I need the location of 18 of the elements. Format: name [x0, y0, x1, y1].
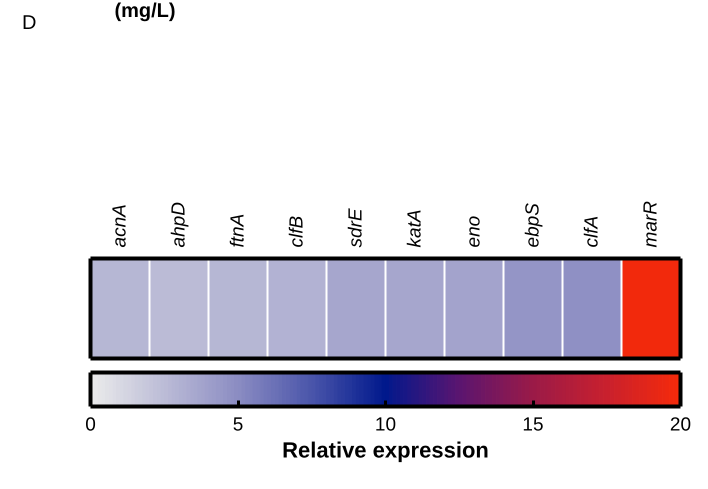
color-bar-label: 5 — [232, 414, 244, 436]
x-tick-label: acnA — [110, 204, 130, 248]
x-tick-label: marR — [640, 200, 662, 248]
x-tick-label: ftnA — [228, 214, 248, 248]
color-bar-label: 10 — [374, 414, 396, 436]
color-bar-label: 20 — [670, 414, 692, 436]
x-tick-label: ebpS — [522, 202, 544, 248]
text: (mg/L) — [114, 0, 176, 22]
color-bar-label: 0 — [85, 414, 96, 436]
color-bar-label: 15 — [522, 414, 544, 436]
x-tick-label: sdrE — [346, 208, 366, 248]
x-tick-label: clfB — [286, 216, 308, 248]
x-tick-label: ahpD — [168, 202, 190, 248]
text: D — [22, 12, 36, 34]
x-tick-label: clfA — [582, 216, 602, 248]
x-tick-label: katA — [404, 209, 426, 248]
x-tick-label: eno — [464, 216, 484, 248]
color-bar-title: Relative expression — [282, 438, 489, 462]
